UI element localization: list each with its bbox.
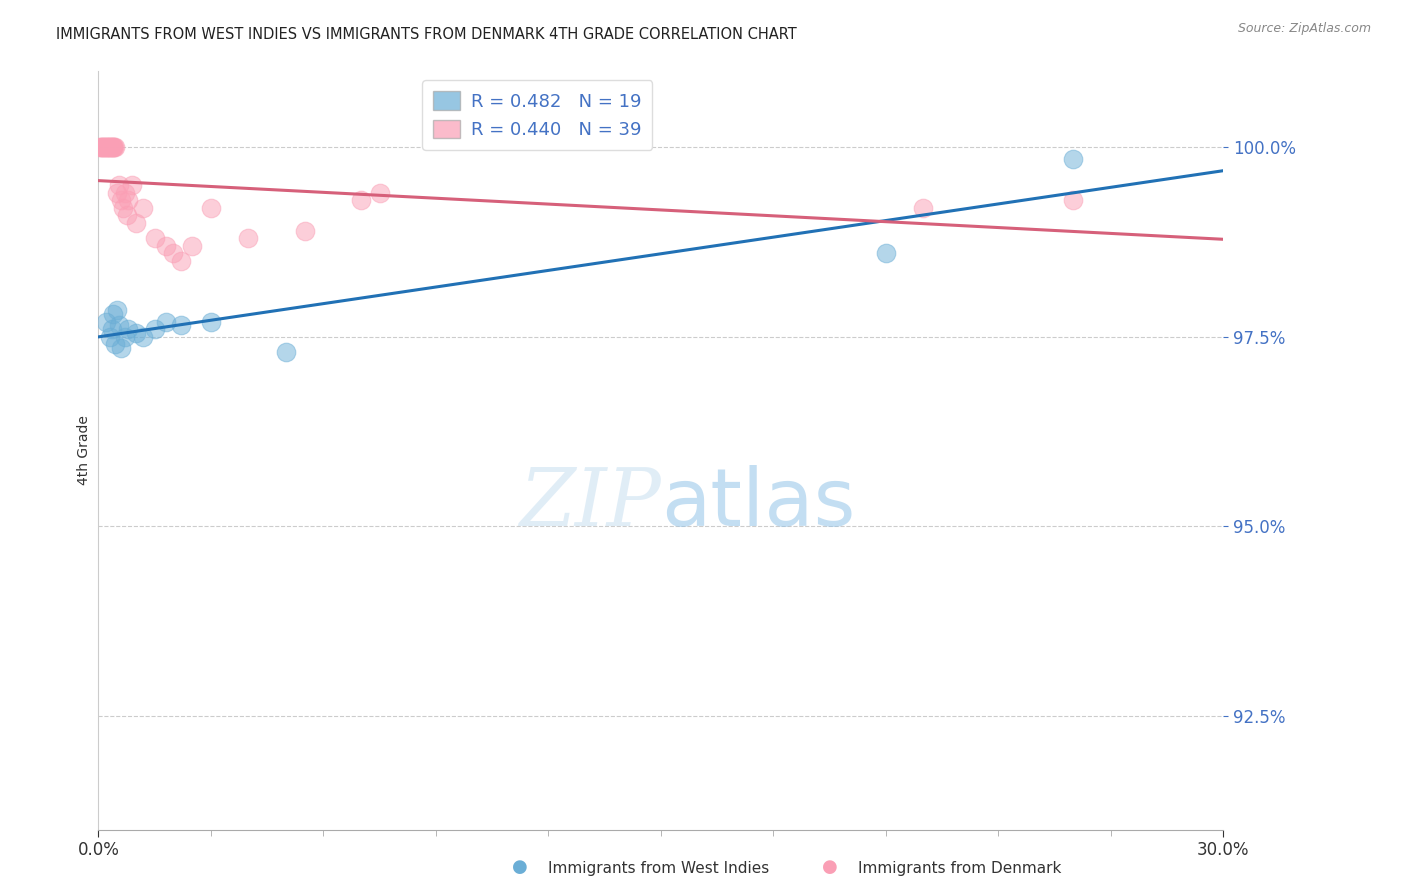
Point: [110, 193, 132, 207]
Text: Source: ZipAtlas.com: Source: ZipAtlas.com: [1237, 22, 1371, 36]
Point: [114, 186, 136, 200]
Text: Immigrants from Denmark: Immigrants from Denmark: [858, 861, 1062, 876]
Point: [94, 314, 117, 328]
Text: ●: ●: [512, 858, 529, 876]
Point: [103, 140, 125, 154]
Point: [103, 140, 125, 154]
Point: [105, 303, 128, 318]
Point: [181, 238, 204, 252]
Point: [132, 201, 155, 215]
Point: [200, 201, 222, 215]
Point: [105, 186, 128, 200]
Point: [274, 345, 297, 359]
Point: [162, 246, 184, 260]
Point: [912, 201, 935, 215]
Point: [100, 322, 122, 336]
Point: [143, 231, 166, 245]
Point: [115, 208, 138, 222]
Text: IMMIGRANTS FROM WEST INDIES VS IMMIGRANTS FROM DENMARK 4TH GRADE CORRELATION CHA: IMMIGRANTS FROM WEST INDIES VS IMMIGRANT…: [56, 27, 797, 42]
Point: [96, 140, 118, 154]
Point: [108, 318, 131, 333]
Point: [93, 140, 115, 154]
Point: [200, 314, 222, 328]
Point: [1062, 193, 1084, 207]
Point: [294, 223, 316, 237]
Point: [155, 238, 177, 252]
Point: [143, 322, 166, 336]
Text: ●: ●: [821, 858, 838, 876]
Point: [110, 341, 132, 355]
Legend: R = 0.482   N = 19, R = 0.440   N = 39: R = 0.482 N = 19, R = 0.440 N = 39: [422, 80, 652, 150]
Point: [97, 140, 120, 154]
Point: [111, 201, 134, 215]
Point: [368, 186, 391, 200]
Point: [94, 140, 117, 154]
Point: [121, 178, 143, 192]
Point: [91, 140, 114, 154]
Point: [98, 329, 121, 343]
Point: [100, 140, 122, 154]
Point: [89, 140, 111, 154]
Point: [97, 140, 120, 154]
Point: [125, 326, 148, 340]
Point: [132, 329, 155, 343]
Point: [103, 307, 125, 321]
Point: [114, 329, 136, 343]
Point: [100, 140, 122, 154]
Point: [101, 140, 124, 154]
Point: [108, 178, 131, 192]
Text: Immigrants from West Indies: Immigrants from West Indies: [548, 861, 769, 876]
Point: [125, 216, 148, 230]
Point: [1062, 152, 1084, 166]
Point: [170, 253, 193, 268]
Text: atlas: atlas: [661, 465, 855, 542]
Point: [98, 140, 121, 154]
Point: [350, 193, 373, 207]
Point: [170, 318, 193, 333]
Point: [875, 246, 897, 260]
Point: [104, 140, 127, 154]
Text: ZIP: ZIP: [519, 465, 661, 542]
Point: [91, 140, 114, 154]
Point: [238, 231, 260, 245]
Point: [90, 140, 112, 154]
Y-axis label: 4th Grade: 4th Grade: [77, 416, 91, 485]
Point: [104, 337, 127, 351]
Point: [94, 140, 117, 154]
Point: [155, 314, 177, 328]
Point: [117, 322, 139, 336]
Point: [117, 193, 139, 207]
